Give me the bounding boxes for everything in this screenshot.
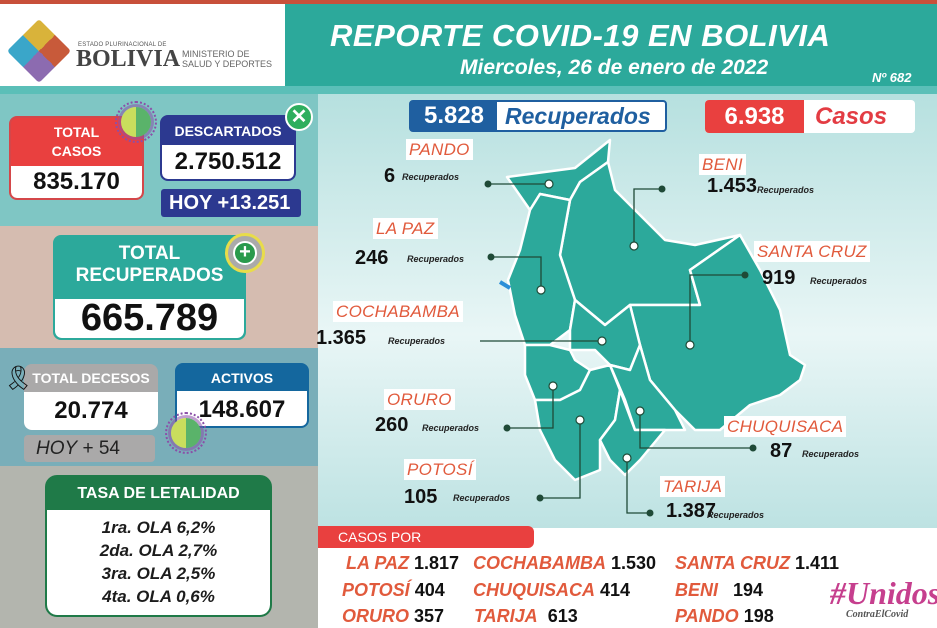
bolivia-emblem-icon	[7, 19, 71, 83]
map-rec-label: Recuperados	[388, 336, 446, 346]
map-label-beni: BENI	[699, 154, 746, 175]
total-recuperados-value: 665.789	[55, 299, 244, 338]
descartados-card: DESCARTADOS 2.750.512	[160, 115, 296, 181]
activos-label: ACTIVOS	[210, 370, 274, 386]
map-value-la-paz: 246	[355, 247, 389, 269]
casos-hoy-label: Casos	[815, 103, 888, 130]
casos-hoy-value: 6.938	[705, 100, 804, 133]
casos-item: COCHABAMBA 1.530	[473, 553, 657, 573]
lake-titicaca	[498, 280, 512, 290]
total-recuperados-card: TOTAL RECUPERADOS 665.789	[53, 235, 246, 340]
header-divider	[0, 86, 937, 94]
plus-circle-icon: +	[225, 233, 265, 273]
top-accent-bar	[0, 0, 937, 4]
ministry-name: MINISTERIO DE SALUD Y DEPORTES	[182, 49, 272, 69]
descartados-hoy: HOY +13.251	[161, 189, 301, 217]
map-rec-label: Recuperados	[402, 172, 460, 182]
map-label-chuquisaca: CHUQUISACA	[724, 416, 847, 437]
map-label-cochabamba: COCHABAMBA	[333, 301, 463, 322]
logo-bolivia: BOLIVIA	[76, 46, 181, 72]
tasa-row: 4ta. OLA 0,6%	[102, 587, 215, 606]
map-value-santa-cruz: 919	[762, 267, 796, 289]
recuperados-hoy-box: 5.828 Recuperados	[409, 100, 667, 132]
map-rec-label: Recuperados	[422, 423, 480, 433]
casos-item: PANDO 198	[675, 606, 774, 626]
casos-item: POTOSÍ 404	[342, 580, 445, 600]
map-rec-label: Recuperados	[757, 185, 815, 195]
descartados-label: DESCARTADOS	[174, 123, 282, 139]
casos-item: BENI 194	[675, 580, 764, 600]
map-value-pando: 6	[384, 165, 396, 187]
close-circle-icon: ✕	[285, 103, 313, 131]
map-label-santa-cruz: SANTA CRUZ	[754, 241, 870, 262]
casos-por-departamento-title: CASOS POR DEPARTAMENTO	[318, 526, 534, 567]
tasa-letalidad-title: TASA DE LETALIDAD	[77, 485, 240, 502]
map-value-beni: 1.453	[707, 175, 758, 197]
map-label-tarija: TARIJA	[660, 476, 726, 497]
total-casos-card: TOTAL CASOS 835.170	[9, 116, 144, 200]
map-label-oruro: ORURO	[384, 389, 455, 410]
map-label-la-paz: LA PAZ	[373, 218, 438, 239]
report-number: Nº 682	[872, 70, 912, 85]
map-label-pando: PANDO	[406, 139, 473, 160]
map-rec-label: Recuperados	[810, 276, 868, 286]
ministry-line2: SALUD Y DEPORTES	[182, 59, 273, 69]
total-casos-value: 835.170	[11, 166, 142, 198]
descartados-value: 2.750.512	[162, 145, 294, 179]
virus-icon	[115, 101, 157, 143]
decesos-hoy: HOY + 54	[24, 435, 155, 462]
tasa-row: 3ra. OLA 2,5%	[101, 564, 216, 583]
map-rec-label: Recuperados	[453, 493, 511, 503]
tasa-letalidad-card: TASA DE LETALIDAD 1ra. OLA 6,2% 2da. OLA…	[45, 475, 272, 617]
logo-area: ESTADO PLURINACIONAL DE BOLIVIA MINISTER…	[0, 4, 290, 86]
casos-hoy-box: 6.938 Casos	[705, 100, 915, 133]
page-title: REPORTE COVID-19 EN BOLIVIA	[330, 18, 831, 53]
virus-icon	[165, 412, 207, 454]
recuperados-hoy-value: 5.828	[411, 102, 497, 130]
map-rec-label: Recuperados	[707, 510, 765, 520]
casos-item: TARIJA 613	[474, 606, 578, 626]
total-recuperados-label: TOTAL RECUPERADOS	[75, 243, 224, 286]
map-value-cochabamba: 1.365	[316, 327, 367, 349]
total-decesos-card: TOTAL DECESOS 20.774	[24, 364, 158, 430]
logo-small-text: ESTADO PLURINACIONAL DE	[78, 42, 167, 48]
campaign-logo: #Unidos ContraElCovid	[830, 575, 937, 620]
tasa-row: 2da. OLA 2,7%	[99, 541, 218, 560]
total-casos-label: TOTAL CASOS	[51, 124, 102, 159]
map-tarija	[598, 388, 667, 477]
header-banner	[285, 4, 937, 94]
total-decesos-label: TOTAL DECESOS	[32, 370, 150, 386]
recuperados-hoy-label: Recuperados	[505, 103, 651, 129]
map-rec-label: Recuperados	[407, 254, 465, 264]
map-value-potosi: 105	[404, 486, 438, 508]
map-value-chuquisaca: 87	[770, 440, 793, 462]
map-rec-label: Recuperados	[802, 449, 860, 459]
map-value-tarija: 1.387	[666, 500, 717, 522]
mourning-ribbon-icon: 🎗	[3, 365, 34, 392]
casos-item: SANTA CRUZ 1.411	[675, 553, 840, 573]
bolivia-map	[480, 138, 807, 517]
casos-item: LA PAZ 1.817	[346, 553, 460, 573]
ministry-line1: MINISTERIO DE	[182, 49, 250, 59]
total-decesos-value: 20.774	[24, 392, 158, 430]
report-date: Miercoles, 26 de enero de 2022	[460, 56, 769, 79]
map-value-oruro: 260	[375, 414, 409, 436]
tasa-row: 1ra. OLA 6,2%	[101, 518, 216, 537]
casos-item: CHUQUISACA 414	[473, 580, 631, 600]
casos-item: ORURO 357	[342, 606, 445, 626]
map-label-potosi: POTOSÍ	[404, 459, 476, 480]
